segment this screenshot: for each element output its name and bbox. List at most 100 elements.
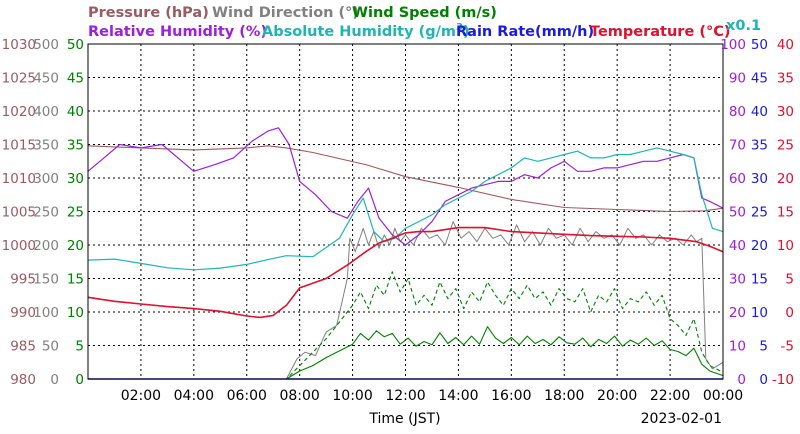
tick-label-pressure: 1000	[2, 238, 36, 254]
x-tick-label: 16:00	[491, 388, 531, 404]
tick-label-wind-direction: 500	[33, 37, 59, 53]
tick-label-pressure: 990	[10, 305, 36, 321]
legend-relative-humidity: Relative Humidity (%)	[88, 24, 267, 40]
tick-label-wind-speed: 45	[67, 71, 84, 87]
x-tick-label: 12:00	[385, 388, 425, 404]
tick-label-rain-rate: 10	[751, 305, 768, 321]
tick-label-pressure: 985	[10, 339, 36, 355]
tick-label-relative-humidity: 40	[729, 238, 746, 254]
tick-label-wind-speed: 5	[75, 339, 84, 355]
tick-label-relative-humidity: 80	[729, 104, 746, 120]
x-tick-label: 22:00	[650, 388, 690, 404]
legend-multiplier: x0.1	[726, 18, 761, 34]
legend-wind-direction: Wind Direction (°)	[212, 5, 359, 21]
tick-label-wind-speed: 30	[67, 171, 84, 187]
x-axis-label: Time (JST)	[368, 411, 440, 427]
series-line-5	[87, 147, 724, 271]
tick-label-wind-speed: 15	[67, 272, 84, 288]
tick-label-temperature: 5	[785, 272, 794, 288]
tick-label-relative-humidity: 30	[729, 272, 746, 288]
tick-label-temperature: -10	[772, 372, 794, 388]
tick-label-wind-direction: 200	[33, 238, 59, 254]
x-tick-label: 04:00	[174, 388, 214, 404]
series-line-4	[87, 127, 724, 246]
tick-label-pressure: 1020	[2, 104, 36, 120]
x-tick-label: 20:00	[597, 388, 637, 404]
tick-label-relative-humidity: 50	[729, 205, 746, 221]
tick-label-rain-rate: 40	[751, 104, 768, 120]
tick-label-pressure: 1005	[2, 205, 36, 221]
tick-label-wind-direction: 150	[33, 272, 59, 288]
tick-label-relative-humidity: 10	[729, 339, 746, 355]
tick-label-wind-speed: 50	[67, 37, 84, 53]
tick-label-wind-speed: 35	[67, 138, 84, 154]
tick-label-wind-speed: 40	[67, 104, 84, 120]
tick-label-wind-direction: 300	[33, 171, 59, 187]
tick-label-rain-rate: 5	[759, 339, 768, 355]
x-tick-label: 02:00	[121, 388, 161, 404]
tick-label-temperature: 15	[777, 205, 794, 221]
legend-temperature: Temperature (°C)	[590, 24, 731, 40]
tick-label-wind-speed: 20	[67, 238, 84, 254]
tick-label-relative-humidity: 0	[737, 372, 746, 388]
x-tick-label: 10:00	[332, 388, 372, 404]
legend-pressure: Pressure (hPa)	[88, 5, 209, 21]
tick-label-pressure: 1010	[2, 171, 36, 187]
axis-tick-labels: 9809859909951000100510101015102010251030…	[2, 37, 794, 404]
legend-rain-rate: Rain Rate(mm/h)	[456, 24, 594, 40]
series-line-1	[88, 221, 724, 380]
tick-label-wind-direction: 0	[50, 372, 59, 388]
tick-label-wind-direction: 250	[33, 205, 59, 221]
x-tick-label: 14:00	[438, 388, 478, 404]
tick-label-wind-speed: 25	[67, 205, 84, 221]
legend-absolute-humidity-sup: 3	[456, 22, 463, 33]
tick-label-relative-humidity: 90	[729, 71, 746, 87]
tick-label-temperature: 20	[777, 171, 794, 187]
tick-label-relative-humidity: 100	[720, 37, 746, 53]
tick-label-wind-speed: 0	[75, 372, 84, 388]
tick-label-rain-rate: 15	[751, 272, 768, 288]
tick-label-temperature: 10	[777, 238, 794, 254]
tick-label-wind-direction: 50	[42, 339, 59, 355]
tick-label-temperature: 30	[777, 104, 794, 120]
legend-wind-speed: Wind Speed (m/s)	[352, 5, 497, 21]
tick-label-wind-speed: 10	[67, 305, 84, 321]
tick-label-rain-rate: 0	[759, 372, 768, 388]
tick-label-rain-rate: 20	[751, 238, 768, 254]
tick-label-pressure: 980	[10, 372, 36, 388]
tick-label-wind-direction: 400	[33, 104, 59, 120]
tick-label-wind-direction: 100	[33, 305, 59, 321]
tick-label-temperature: -5	[781, 339, 794, 355]
x-axis-date: 2023-02-01	[641, 411, 722, 427]
tick-label-temperature: 25	[777, 138, 794, 154]
tick-label-wind-direction: 450	[33, 71, 59, 87]
tick-label-pressure: 1025	[2, 71, 36, 87]
tick-label-temperature: 35	[777, 71, 794, 87]
x-tick-label: 08:00	[279, 388, 319, 404]
tick-label-rain-rate: 30	[751, 171, 768, 187]
tick-label-temperature: 40	[777, 37, 794, 53]
series-line-7	[87, 226, 724, 319]
series-line-3	[88, 271, 724, 380]
legend-absolute-humidity-text: Absolute Humidity (g/m	[262, 24, 456, 40]
legend-absolute-humidity-close: )	[463, 24, 470, 40]
tick-label-pressure: 1030	[2, 37, 36, 53]
tick-label-pressure: 995	[10, 272, 36, 288]
legend-absolute-humidity: Absolute Humidity (g/m3)	[262, 22, 470, 40]
x-tick-label: 18:00	[544, 388, 584, 404]
x-tick-label: 06:00	[227, 388, 267, 404]
tick-label-rain-rate: 50	[751, 37, 768, 53]
tick-label-wind-direction: 350	[33, 138, 59, 154]
series-line-0	[87, 145, 724, 213]
tick-label-temperature: 0	[785, 305, 794, 321]
tick-label-relative-humidity: 60	[729, 171, 746, 187]
tick-label-relative-humidity: 20	[729, 305, 746, 321]
tick-label-relative-humidity: 70	[729, 138, 746, 154]
plot-frame	[87, 43, 724, 380]
tick-label-rain-rate: 35	[751, 138, 768, 154]
grid	[88, 44, 723, 379]
tick-label-rain-rate: 45	[751, 71, 768, 87]
series-line-2	[88, 326, 724, 380]
tick-label-pressure: 1015	[2, 138, 36, 154]
